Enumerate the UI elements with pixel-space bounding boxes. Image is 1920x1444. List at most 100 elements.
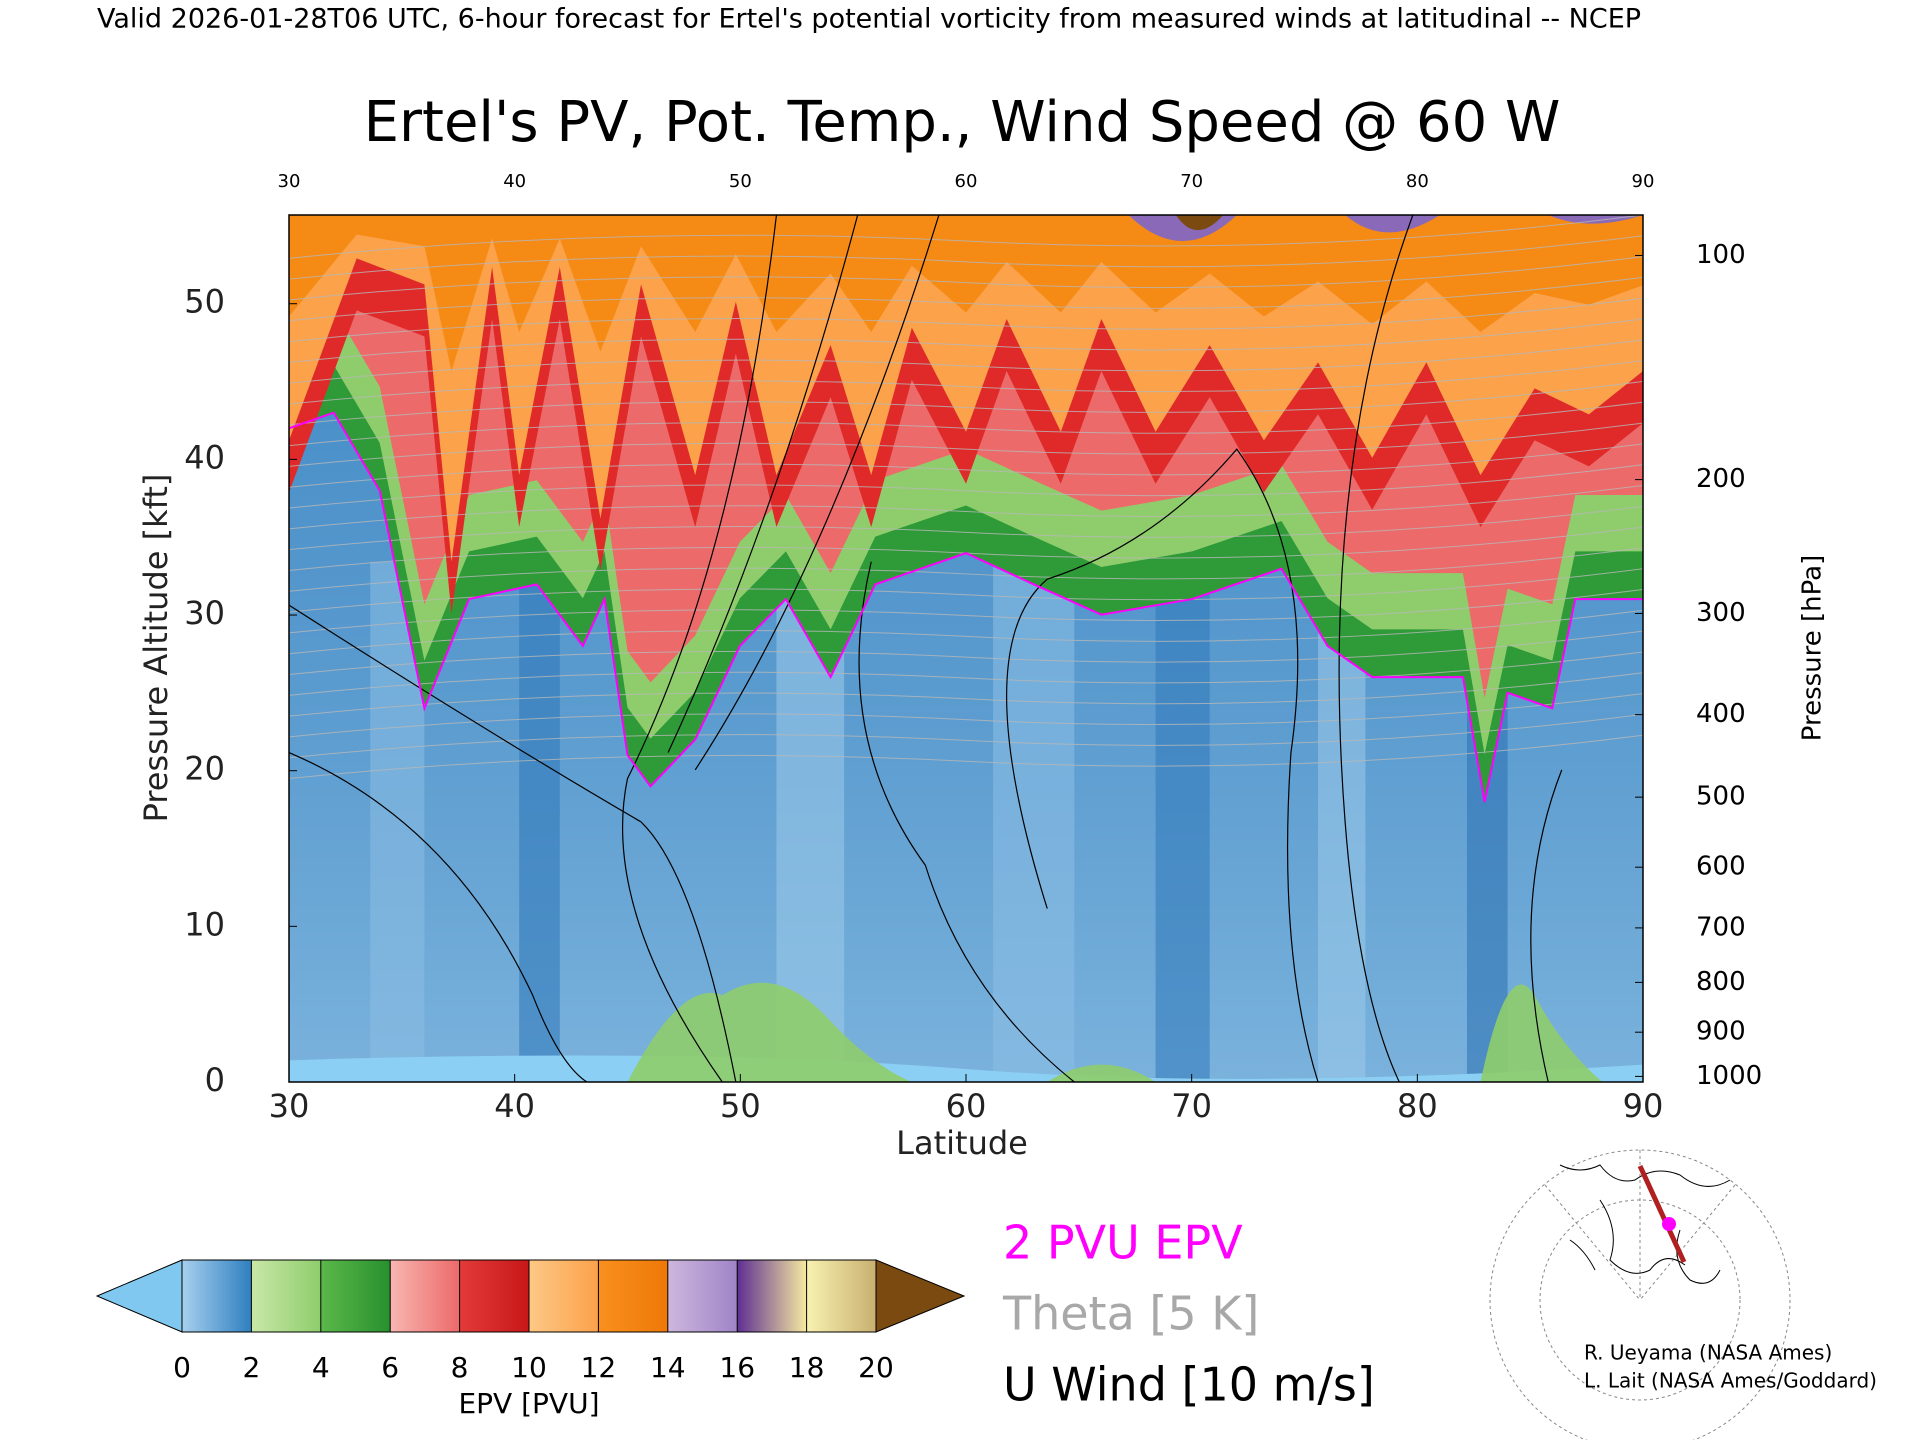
y2-tick-label: 500 <box>1696 782 1746 812</box>
colorbar-tick-label: 14 <box>650 1351 686 1384</box>
field-band <box>1318 561 1366 1082</box>
theta-contour <box>289 506 1643 549</box>
theta-contour <box>289 319 1643 362</box>
x-top-tick-label: 70 <box>1180 171 1203 192</box>
theta-contour <box>289 673 1643 716</box>
colorbar-label: EPV [PVU] <box>458 1387 599 1420</box>
colorbar-tick-label: 0 <box>173 1351 191 1384</box>
wind-contour <box>289 753 587 1082</box>
colorbar-segment <box>459 1260 529 1332</box>
colorbar-tick-label: 10 <box>511 1351 547 1384</box>
stratosphere-purple <box>1128 215 1643 242</box>
legend-entry: U Wind [10 m/s] <box>1003 1358 1375 1412</box>
x-top-tick-label: 60 <box>955 171 978 192</box>
wind-contour <box>695 215 939 770</box>
wind-contour <box>859 562 1074 1082</box>
wind-contour <box>623 215 777 1082</box>
chart-title: Ertel's PV, Pot. Temp., Wind Speed @ 60 … <box>364 90 1561 155</box>
x-top-tick-label: 30 <box>278 171 301 192</box>
y-tick-label: 50 <box>184 283 225 321</box>
field-band <box>289 1055 1643 1082</box>
colorbar-frame <box>181 1259 877 1333</box>
colorbar-tick-label: 12 <box>581 1351 617 1384</box>
map-inset <box>1489 1149 1791 1444</box>
y2-tick-label: 700 <box>1696 912 1746 942</box>
colorbar-tick-label: 2 <box>242 1351 260 1384</box>
field-band <box>370 561 425 1082</box>
colorbar-tick-label: 18 <box>789 1351 825 1384</box>
wind-contour <box>1339 215 1413 1082</box>
theta-contour <box>289 548 1643 591</box>
credit: R. Ueyama (NASA Ames) <box>1584 1341 1832 1365</box>
wind-contour <box>289 605 736 1082</box>
x-tick-label: 40 <box>494 1087 535 1125</box>
stratosphere-brown <box>1175 215 1224 231</box>
y2-tick-label: 600 <box>1696 852 1746 882</box>
wind-contour <box>1531 770 1562 1082</box>
colorbar-segment <box>251 1260 321 1332</box>
x-tick-label: 70 <box>1171 1087 1212 1125</box>
legend-entry: Theta [5 K] <box>1002 1287 1259 1341</box>
y-tick-label: 30 <box>184 594 225 632</box>
y2-tick-label: 900 <box>1696 1017 1746 1047</box>
theta-contour <box>289 298 1643 341</box>
colorbar-tick-label: 20 <box>858 1351 894 1384</box>
legend-entry: 2 PVU EPV <box>1003 1216 1243 1270</box>
colorbar-segment <box>320 1260 391 1332</box>
header: Valid 2026-01-28T06 UTC, 6-hour forecast… <box>97 4 1641 35</box>
x-axis-label: Latitude <box>896 1124 1028 1162</box>
colorbar-segment <box>529 1260 599 1332</box>
y-tick-label: 20 <box>184 750 225 788</box>
colorbar-segment <box>806 1260 876 1332</box>
field-band <box>993 561 1075 1082</box>
field-band <box>1155 561 1210 1082</box>
theta-contour <box>289 236 1643 279</box>
x-top-tick-label: 40 <box>503 171 526 192</box>
colorbar-tick-label: 6 <box>381 1351 399 1384</box>
theta-contour <box>289 402 1643 445</box>
colorbar-segment <box>737 1260 807 1332</box>
credit: L. Lait (NASA Ames/Goddard) <box>1584 1369 1877 1393</box>
y2-axis-label: Pressure [hPa] <box>1798 555 1828 742</box>
x-tick-label: 80 <box>1397 1087 1438 1125</box>
y2-tick-label: 1000 <box>1696 1061 1762 1091</box>
wind-contour <box>1007 449 1318 1082</box>
theta-contour <box>289 465 1643 508</box>
theta-contour <box>289 590 1643 633</box>
theta-contour <box>289 610 1643 653</box>
x-top-tick-label: 80 <box>1406 171 1429 192</box>
theta-contour <box>289 277 1643 320</box>
theta-contour <box>289 735 1643 778</box>
y-tick-label: 10 <box>184 905 225 943</box>
field-band <box>519 561 560 1082</box>
y2-tick-label: 200 <box>1696 464 1746 494</box>
colorbar-segment <box>598 1260 668 1332</box>
theta-contour <box>289 215 1643 258</box>
field-band <box>776 561 845 1082</box>
y2-tick-label: 400 <box>1696 699 1746 729</box>
theta-contour <box>289 423 1643 466</box>
theta-contour <box>289 381 1643 424</box>
x-top-tick-label: 50 <box>729 171 752 192</box>
x-tick-label: 90 <box>1623 1087 1664 1125</box>
y2-tick-label: 300 <box>1696 598 1746 628</box>
y2-tick-label: 800 <box>1696 967 1746 997</box>
colorbar-segment <box>390 1260 460 1332</box>
theta-contour <box>289 486 1643 529</box>
colorbar-tick-label: 8 <box>451 1351 469 1384</box>
stratosphere-orange <box>289 215 1643 562</box>
field-area <box>289 215 1643 1082</box>
x-tick-label: 50 <box>720 1087 761 1125</box>
colorbar-tick-label: 4 <box>312 1351 330 1384</box>
x-tick-label: 30 <box>269 1087 310 1125</box>
y-tick-label: 40 <box>184 438 225 476</box>
pv-2-contour <box>289 413 1643 802</box>
theta-contour <box>289 361 1643 404</box>
colorbar-under <box>95 1259 183 1333</box>
y2-tick-label: 100 <box>1696 240 1746 270</box>
x-top-tick-label: 90 <box>1632 171 1655 192</box>
theta-contour <box>289 444 1643 487</box>
x-tick-label: 60 <box>946 1087 987 1125</box>
